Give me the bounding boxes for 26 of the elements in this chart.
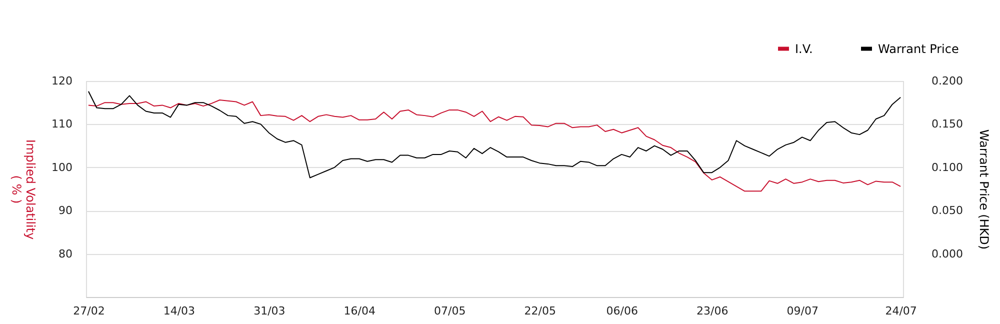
x-tick-label: 24/07 [885,304,917,318]
y2-axis-title: Warrant Price (HKD) [976,129,991,250]
legend-label: Warrant Price [878,42,959,56]
y-tick-label: 110 [52,118,72,131]
line-series [88,90,902,178]
y-axis-title: Implied Volatility ( % ) [10,139,38,240]
x-tick-label: 14/03 [163,304,196,318]
y-tick-label: 80 [58,247,72,260]
y2-tick-label: 0.000 [932,247,963,260]
y2-tick-label: 0.100 [932,160,963,174]
legend-label: I.V. [795,42,813,56]
y2-tick-label: 0.050 [932,204,963,218]
x-tick-label: 09/07 [786,304,818,318]
y-tick-label: 90 [58,204,72,218]
x-tick-label: 22/05 [524,304,556,318]
x-tick-label: 23/06 [696,304,728,318]
y-tick-label: 120 [52,74,72,88]
x-tick-label: 27/02 [73,304,105,318]
y2-tick-label: 0.200 [932,74,963,88]
x-tick-label: 16/04 [344,304,376,318]
x-tick-label: 06/06 [606,304,638,318]
x-tick-label: 07/05 [434,304,466,318]
x-tick-label: 31/03 [254,304,286,318]
y2-tick-label: 0.150 [932,118,963,131]
line-series [88,100,902,192]
y-tick-label: 100 [52,160,72,174]
